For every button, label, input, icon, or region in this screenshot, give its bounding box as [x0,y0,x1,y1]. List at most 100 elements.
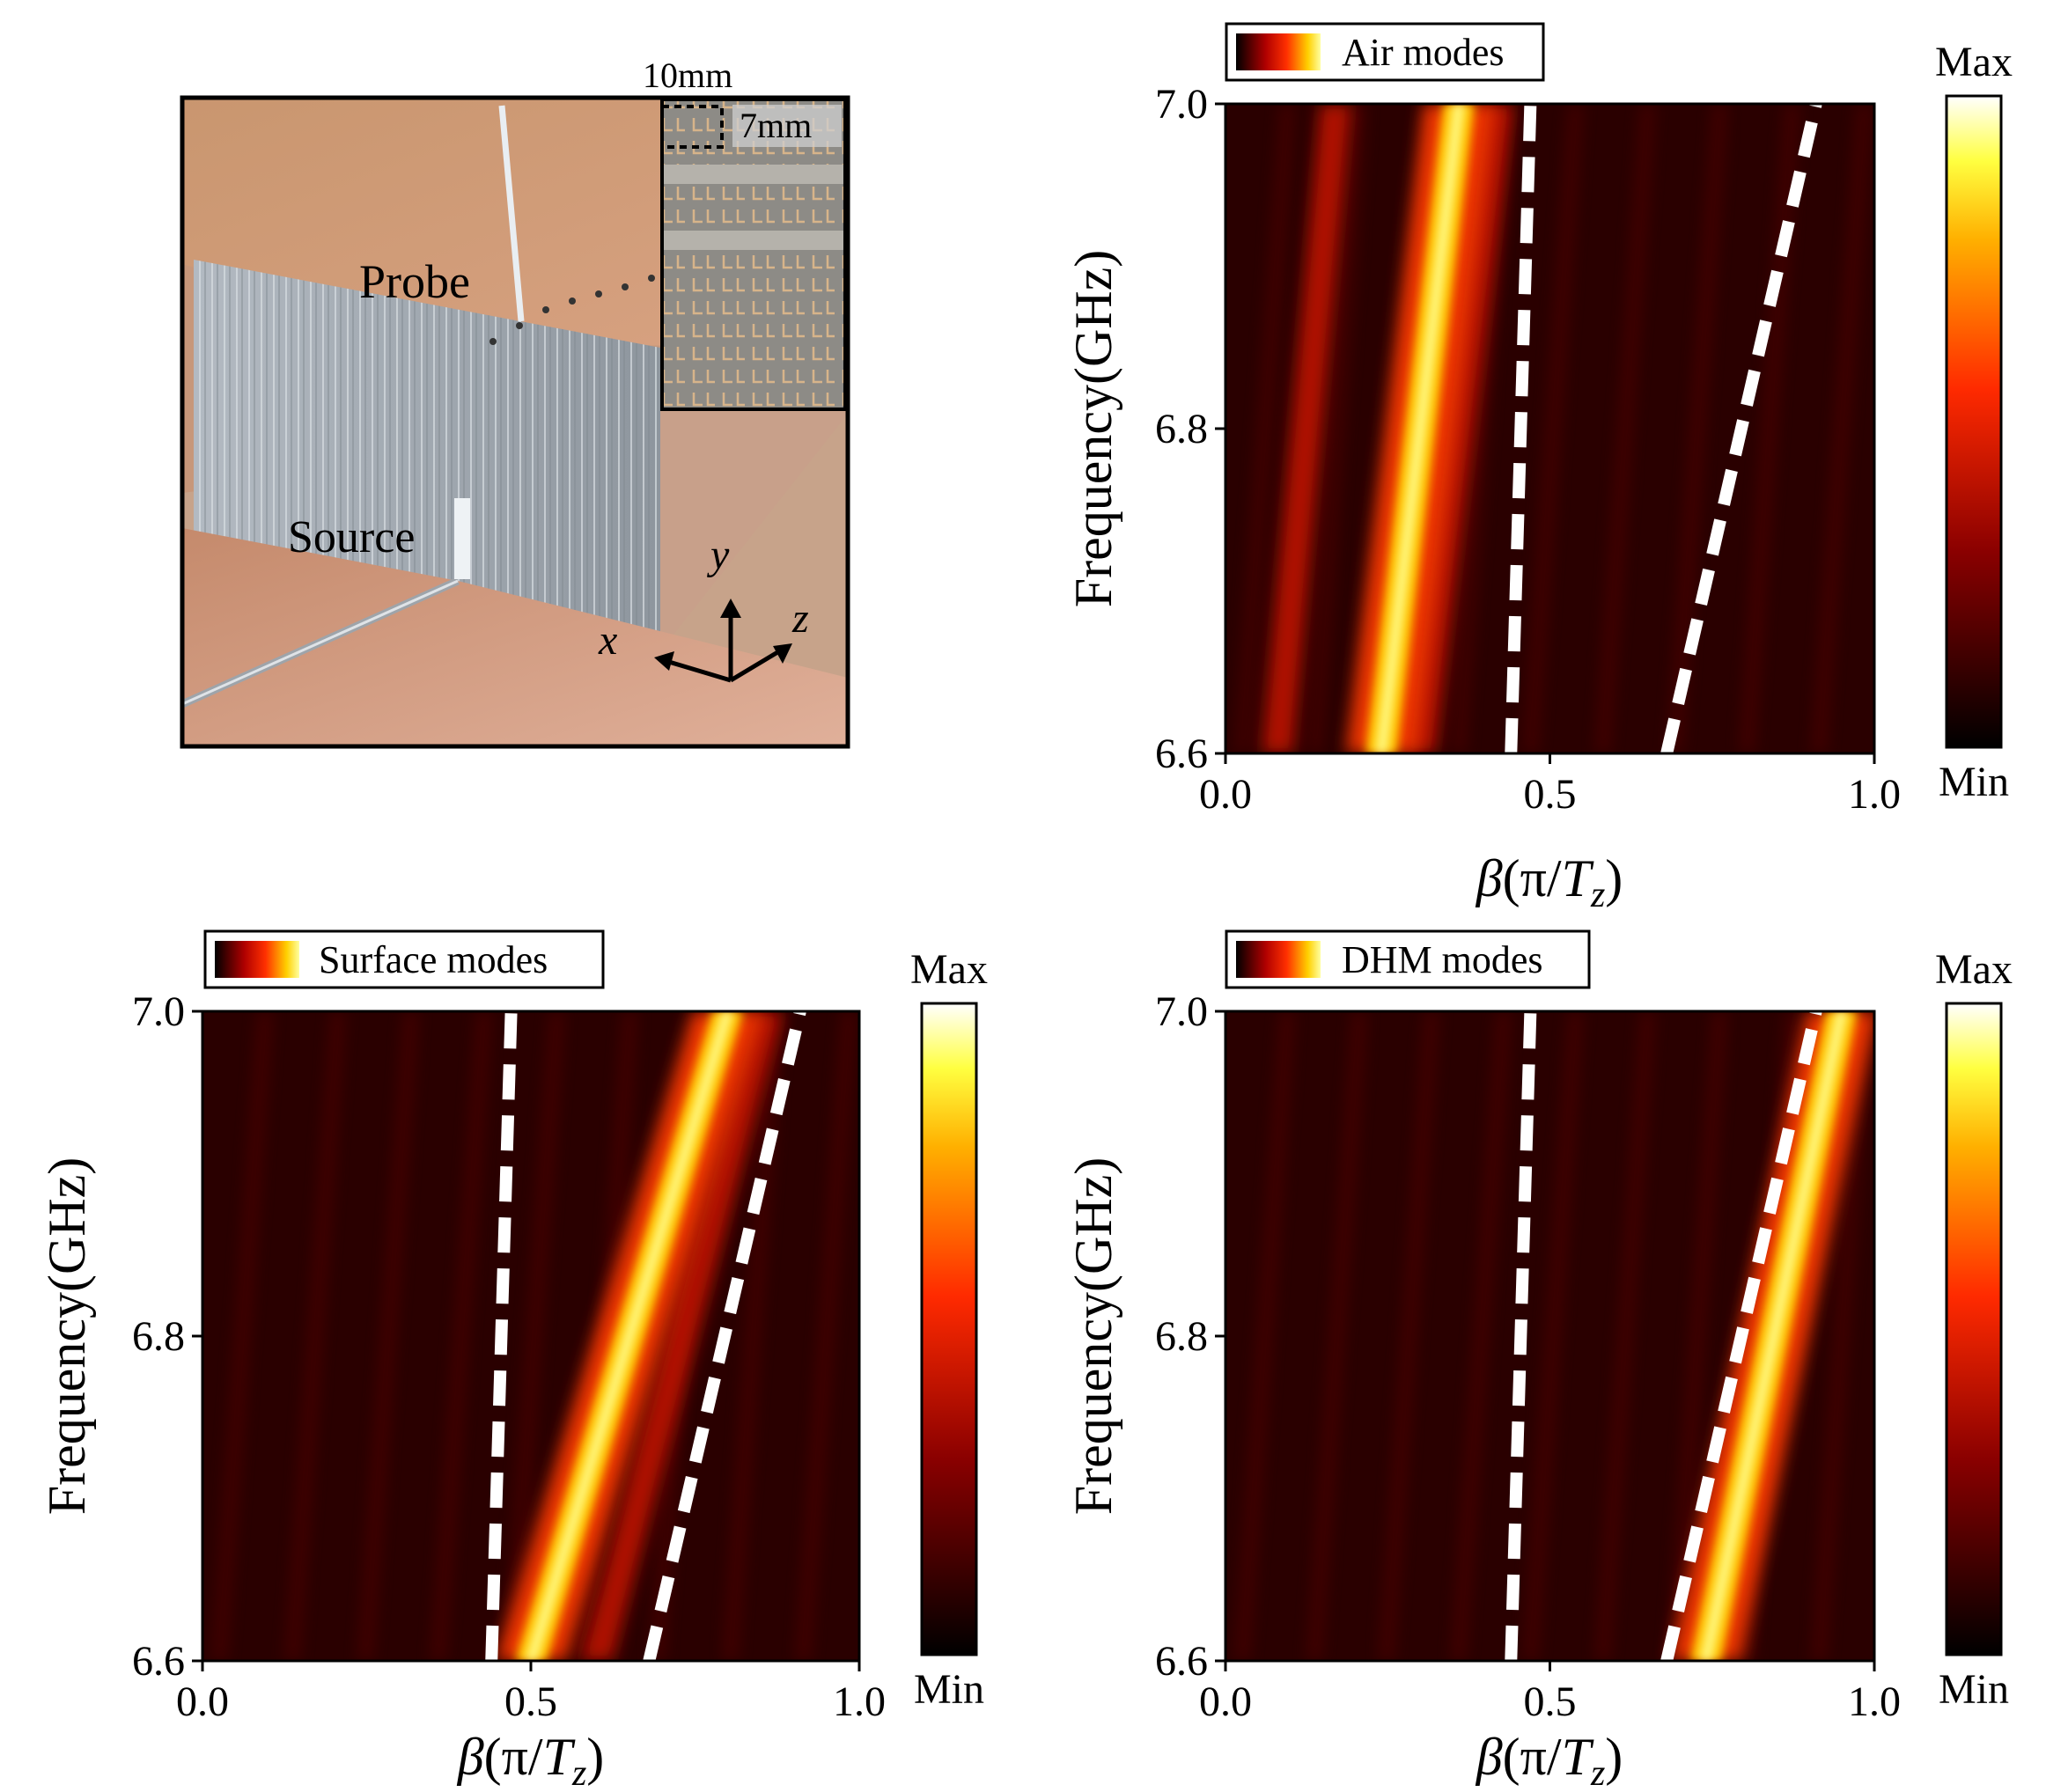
legend-dhm-modes: DHM modes [1225,929,1591,989]
dispersion-dashed-line [1505,104,1537,753]
heatmap-streak [1236,104,1293,753]
heatmap-1 [214,1011,855,1661]
dispersion-dashed-line [485,1011,518,1661]
heatmap-streak [1597,104,1653,753]
heatmap-secondary-band [1261,104,1352,753]
y-tick-label: 6.8 [1155,406,1208,452]
y-tick-label: 6.6 [1155,731,1208,777]
y-tick-label: 6.8 [1155,1313,1208,1360]
x-tick-label: 0.5 [1524,1678,1577,1725]
probe-label: Probe [359,255,470,308]
y-ticks-1: 6.6 6.8 7.0 [132,988,202,1685]
heatmap-streak [1669,104,1726,753]
legend-swatch [1236,33,1321,70]
y-axis-label: Frequency(GHz) [1064,250,1122,608]
y-ticks-0: 6.6 6.8 7.0 [1155,81,1225,777]
heatmap-streak [1597,1011,1653,1661]
colorbar-1: Max Min [910,946,988,1713]
dim-width-label: 10mm [643,55,732,95]
x-tick-label: 0.0 [1199,1678,1252,1725]
source-antenna [454,498,470,579]
y-tick-label: 7.0 [132,988,185,1035]
x-tick-label: 1.0 [1848,771,1901,818]
heatmap-streak [1525,1011,1581,1661]
dashed-lines-2 [1505,1011,1822,1661]
axis-y-label: y [706,532,730,578]
legend-swatch [1236,941,1321,978]
x-axis-label: β(π/Tz) [1476,849,1623,915]
heatmap-streak [1741,104,1798,753]
dispersion-dashed-line [1660,104,1822,753]
y-tick-label: 7.0 [1155,988,1208,1035]
heatmap-band-peak [1699,1011,1849,1661]
legend-air-modes: Air modes [1225,22,1545,82]
x-tick-label: 1.0 [833,1678,886,1725]
x-tick-label: 0.0 [176,1678,229,1725]
panel-dhm-modes: 0.0 0.5 1.0 6.6 6.8 7.0 Frequency(GHz) β(π/T… [1064,929,2013,1792]
heatmap-streak [798,1011,855,1661]
heatmap-streak [725,1011,782,1661]
heatmap-band-peak [1374,104,1466,753]
copper-floor [182,528,848,746]
colorbar-2: Max Min [1935,946,2013,1713]
y-axis-label: Frequency(GHz) [1064,1157,1122,1516]
source-label: Source [288,512,415,562]
y-tick-label: 6.6 [1155,1638,1208,1685]
heatmap-band-peak [525,1011,734,1661]
y-ticks-2: 6.6 6.8 7.0 [1155,988,1225,1685]
panel-surface-modes: 0.0 0.5 1.0 6.6 6.8 7.0 Frequency(GHz) β(π/T… [38,929,988,1792]
heatmap-streak [1453,1011,1510,1661]
colorbar-max-label: Max [1935,946,2013,993]
dispersion-dashed-line [1505,1011,1537,1661]
y-axis-label: Frequency(GHz) [38,1157,96,1516]
dim-height-label: 7mm [740,106,812,145]
heatmap-streak [1380,1011,1438,1661]
heatmap-streak [1453,104,1510,753]
colorbar-max-label: Max [1935,39,2013,85]
x-ticks-0: 0.0 0.5 1.0 [1199,753,1901,818]
legend-label: Air modes [1342,31,1505,74]
dispersion-dashed-line [643,1011,806,1661]
probe-needle [498,105,525,322]
heatmap-streak [1669,1011,1726,1661]
colorbar-min-label: Min [1939,1666,2009,1713]
heatmap-streak [1813,104,1870,753]
heatmap-streak [1308,1011,1365,1661]
heatmap-streak [1236,1011,1293,1661]
colorbar-min-label: Min [1939,759,2009,805]
unit-cell-marker [660,105,724,149]
dashed-lines-0 [1505,104,1822,753]
x-ticks-2: 0.0 0.5 1.0 [1199,1661,1901,1725]
x-tick-label: 0.5 [1524,771,1577,818]
y-tick-label: 6.8 [132,1313,185,1360]
x-ticks-1: 0.0 0.5 1.0 [176,1661,886,1725]
colorbar-0: Max Min [1935,39,2013,805]
heatmap-0 [1236,104,1870,753]
colorbar-min-label: Min [914,1666,984,1713]
axis-x-label: x [598,617,617,664]
legend-label: Surface modes [319,938,548,981]
legend-swatch [215,941,299,978]
heatmap-secondary-band [580,1011,784,1661]
x-tick-label: 0.5 [504,1678,557,1725]
inset-unit-cell [660,98,847,411]
heatmap-streak [432,1011,489,1661]
dashed-lines-1 [485,1011,806,1661]
heatmap-2 [1236,1011,1874,1661]
photo-panel: 10mm 7mm Probe Source y x z [180,55,850,749]
heatmap-streak [286,1011,344,1661]
axis-z-label: z [791,595,809,642]
y-tick-label: 6.6 [132,1638,185,1685]
colorbar-max-label: Max [910,946,988,993]
heatmap-streak [1525,104,1581,753]
legend-surface-modes: Surface modes [203,929,605,989]
x-axis-label: β(π/Tz) [1476,1728,1623,1792]
heatmap-streak [505,1011,563,1661]
heatmap-streak [1813,1011,1870,1661]
heatmap-streak [1308,104,1365,753]
legend-label: DHM modes [1342,938,1543,981]
x-axis-label: β(π/Tz) [457,1728,605,1792]
x-tick-label: 0.0 [1199,771,1252,818]
dispersion-dashed-line [1660,1011,1822,1661]
